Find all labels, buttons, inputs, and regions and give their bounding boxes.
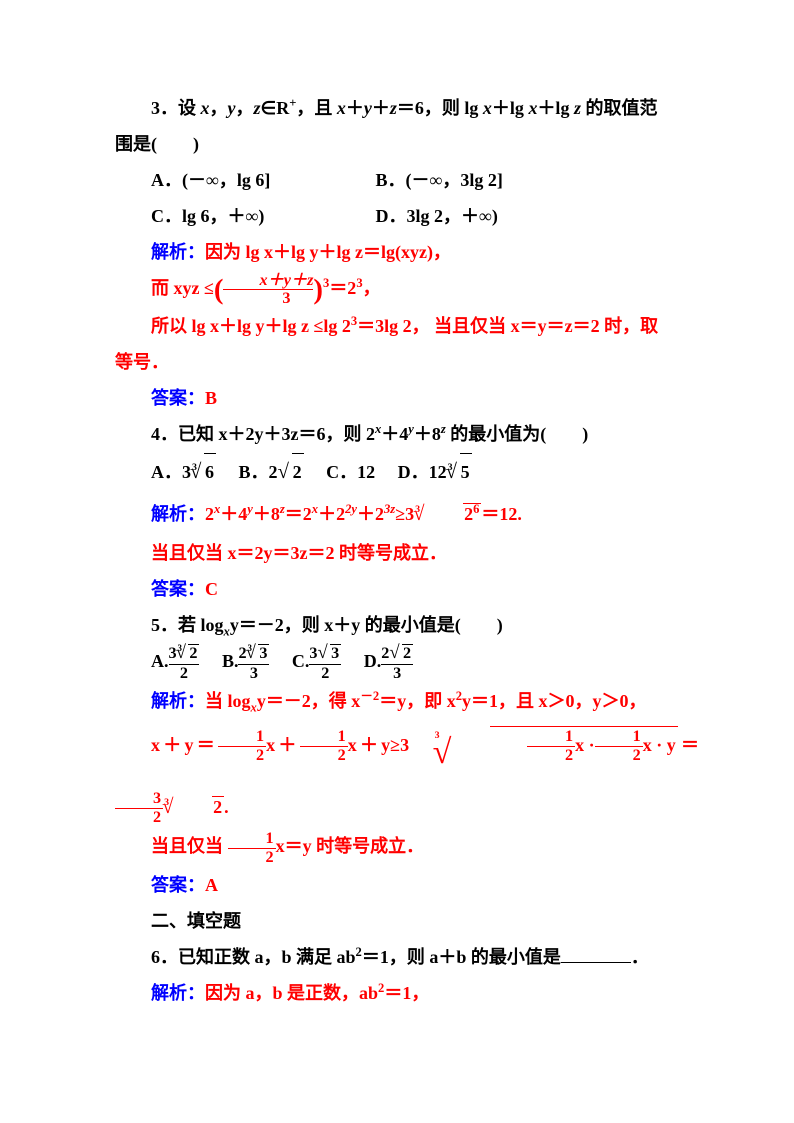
q4-number: 4． [151,424,178,444]
q3-answer: 答案：B [115,380,699,416]
solution-label: 解析： [151,691,205,711]
answer-label: 答案： [151,579,205,599]
answer-label: 答案： [151,875,205,895]
solution-label: 解析： [151,242,205,262]
q5-optC: C.3√32 [292,643,341,683]
q3-options-row1: A．(－∞，lg 6] B．(－∞，3lg 2] [151,162,699,198]
q3-optA: A．(－∞，lg 6] [151,162,371,198]
q3-sol1: 解析：因为 lg x＋lg y＋lg z＝lg(xyz)， [115,234,699,270]
q5-stem: 5．若 logxy＝－2，则 x＋y 的最小值是( ) [115,607,699,643]
q3-optD: D．3lg 2，＋∞) [376,198,498,234]
q5-options: A.33√22 B.23√33 C.3√32 D.2√23 [151,643,699,683]
q3-optB: B．(－∞，3lg 2] [376,162,503,198]
q5-optA: A.33√22 [151,643,199,683]
section2-heading: 二、填空题 [115,903,699,939]
q3-sol2: 而 xyz ≤(x＋y＋z3)3＝23， [115,270,699,308]
q3-optC: C．lg 6，＋∞) [151,198,371,234]
q4-optD: D．123√5 [398,452,472,493]
q6-sol1: 解析：因为 a，b 是正数，ab2＝1， [115,975,699,1011]
q4-stem: 4．已知 x＋2y＋3z＝6，则 2x＋4y＋8z 的最小值为( ) [115,416,699,452]
q3-stem-line2: 围是( ) [115,126,699,162]
solution-label: 解析： [151,983,205,1003]
q5-sol1: 解析：当 logxy＝－2，得 x－2＝y，即 x2y＝1，且 x＞0，y＞0， [115,683,699,719]
q5-sol3: 当且仅当 12x＝y 时等号成立． [115,828,699,866]
q4-optC: C．12 [326,454,375,490]
q4-options: A．33√6 B．2√2 C．12 D．123√5 [151,452,699,493]
q4-answer: 答案：C [115,571,699,607]
q5-optB: B.23√33 [222,643,269,683]
q5-number: 5． [151,615,178,635]
q4-optA: A．33√6 [151,452,216,493]
q6-stem: 6．已知正数 a，b 满足 ab2＝1，则 a＋b 的最小值是． [115,939,699,975]
q3-sol3b: 等号． [115,344,699,380]
q3-stem-line1: 3．设 x，y，z∈R+，且 x＋y＋z＝6，则 lg x＋lg x＋lg z … [115,90,699,126]
q3-number: 3． [151,98,178,118]
q5-sol2: x＋y＝12x＋12x＋y≥3 3√12x ·12x · y＝323√2. [115,719,699,829]
q3-sol3a: 所以 lg x＋lg y＋lg z ≤lg 23＝3lg 2， 当且仅当 x＝y… [115,308,699,344]
q4-optB: B．2√2 [239,452,304,493]
q5-answer: 答案：A [115,867,699,903]
q6-number: 6． [151,947,178,967]
q3-options-row2: C．lg 6，＋∞) D．3lg 2，＋∞) [151,198,699,234]
page-content: 3．设 x，y，z∈R+，且 x＋y＋z＝6，则 lg x＋lg x＋lg z … [0,0,794,1071]
solution-label: 解析： [151,504,205,524]
q5-optD: D.2√23 [364,643,413,683]
q4-sol1: 解析：2x＋4y＋8z＝2x＋22y＋23z≥33√26＝12. [115,494,699,535]
fill-blank[interactable] [561,962,631,963]
answer-label: 答案： [151,388,205,408]
q4-sol2: 当且仅当 x＝2y＝3z＝2 时等号成立． [115,535,699,571]
